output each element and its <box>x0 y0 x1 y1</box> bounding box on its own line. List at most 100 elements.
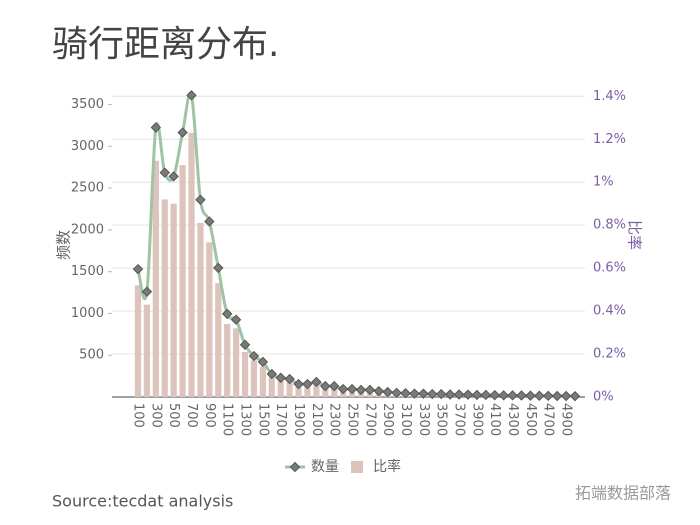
bar <box>188 132 195 397</box>
marker <box>551 390 563 402</box>
marker <box>275 372 286 383</box>
y2-tick-label: 0.4% <box>593 304 626 319</box>
marker <box>311 376 322 388</box>
marker <box>543 390 554 402</box>
x-tick-label: 4700 <box>541 403 556 436</box>
x-tick-label: 1700 <box>273 403 288 436</box>
source-note: Source:tecdat analysis <box>52 492 233 511</box>
bar <box>134 285 142 397</box>
x-tick-label: 700 <box>184 403 199 428</box>
legend-label: 数量 <box>311 459 339 475</box>
bar <box>268 377 275 397</box>
x-tick-label: 4300 <box>505 403 520 436</box>
marker <box>266 368 277 380</box>
marker <box>569 390 581 402</box>
y2-tick-label: 0.6% <box>593 261 626 276</box>
marker <box>150 122 162 133</box>
bar <box>304 386 311 397</box>
bar <box>286 381 293 397</box>
y2-tick-label: 0% <box>593 390 614 405</box>
marker <box>195 194 206 206</box>
marker <box>132 263 144 275</box>
y-tick-label: 3500 <box>71 97 104 112</box>
marker <box>293 378 304 390</box>
marker <box>186 90 197 101</box>
y-tick-label: 3000 <box>71 139 104 154</box>
y-tick-label: 1000 <box>71 306 104 321</box>
x-tick-label: 2900 <box>380 403 395 436</box>
marker <box>320 380 331 392</box>
bar <box>232 328 240 397</box>
bar <box>206 242 213 397</box>
marker <box>409 388 420 399</box>
x-tick-label: 1300 <box>238 403 253 436</box>
bar <box>179 165 186 397</box>
bar <box>215 283 222 397</box>
x-tick-label: 2500 <box>345 403 360 436</box>
marker <box>471 389 483 401</box>
y2-tick-label: 0.2% <box>593 347 626 362</box>
watermark: 拓端数据部落 <box>575 484 671 503</box>
y-tick-label: 2000 <box>71 222 104 237</box>
marker <box>248 350 260 362</box>
bar <box>259 366 266 397</box>
x-tick-label: 3700 <box>452 403 467 436</box>
marker <box>284 373 295 385</box>
x-tick-label: 4100 <box>487 403 502 436</box>
marker <box>427 388 438 400</box>
x-tick-label: 900 <box>202 403 217 428</box>
x-tick-label: 3900 <box>469 403 484 436</box>
marker <box>364 384 376 396</box>
x-tick-label: 4900 <box>559 403 574 436</box>
legend-label: 比率 <box>373 458 401 475</box>
bar <box>250 360 258 397</box>
marker <box>257 356 269 368</box>
marker <box>328 380 340 392</box>
bar <box>277 379 284 397</box>
marker <box>391 387 402 399</box>
legend-marker <box>289 461 301 473</box>
bar <box>197 223 204 397</box>
y2-axis-label: 比率 <box>626 220 644 250</box>
x-tick-label: 3300 <box>416 403 431 436</box>
marker <box>498 390 509 401</box>
x-tick-label: 1500 <box>255 403 270 436</box>
bar <box>170 203 177 397</box>
x-tick-label: 4500 <box>523 403 538 436</box>
bar <box>295 386 302 397</box>
x-tick-label: 2700 <box>362 403 377 436</box>
y-tick-label: 500 <box>79 348 104 363</box>
bar <box>241 351 249 397</box>
marker <box>400 388 411 399</box>
x-tick-label: 2100 <box>309 403 324 436</box>
marker <box>239 339 251 350</box>
marker <box>302 378 313 390</box>
bar <box>322 387 329 397</box>
y2-tick-label: 1.4% <box>593 89 626 104</box>
marker <box>462 389 474 400</box>
marker <box>489 389 500 401</box>
y2-tick-label: 0.8% <box>593 218 626 233</box>
marker <box>221 308 233 320</box>
marker <box>337 383 349 395</box>
bar <box>143 304 151 397</box>
bar <box>331 387 338 397</box>
chart-title: 骑行距离分布. <box>52 24 279 65</box>
bar <box>224 323 231 397</box>
y2-tick-label: 1% <box>593 175 614 190</box>
x-tick-label: 1100 <box>220 403 235 436</box>
marker <box>373 385 385 397</box>
marker <box>346 383 358 395</box>
y2-tick-label: 1.2% <box>593 132 626 147</box>
marker <box>141 286 153 297</box>
marker <box>516 390 527 401</box>
x-tick-label: 1900 <box>291 403 306 436</box>
marker <box>525 390 536 401</box>
marker <box>418 388 429 399</box>
marker <box>204 216 215 227</box>
x-tick-label: 300 <box>148 403 163 428</box>
bar <box>161 199 168 397</box>
x-tick-label: 2300 <box>327 403 342 436</box>
